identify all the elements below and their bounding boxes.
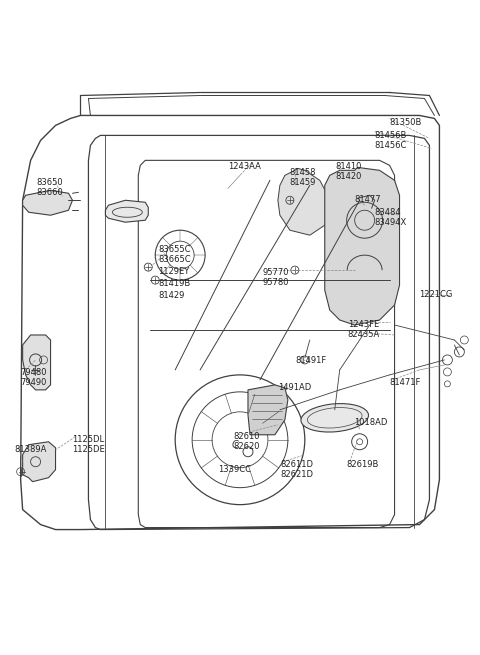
Text: 1243AA: 1243AA	[228, 162, 261, 172]
Text: 1221CG: 1221CG	[420, 290, 453, 299]
Text: 82619B: 82619B	[347, 460, 379, 469]
Text: 79480: 79480	[21, 368, 47, 377]
Polygon shape	[278, 168, 330, 235]
Text: 83665C: 83665C	[158, 255, 191, 264]
Text: 1339CC: 1339CC	[218, 464, 251, 474]
Text: 82621D: 82621D	[280, 470, 313, 479]
Polygon shape	[106, 200, 148, 222]
Text: 81459: 81459	[290, 178, 316, 187]
Text: 81429: 81429	[158, 291, 185, 300]
Ellipse shape	[301, 403, 369, 432]
Text: 1125DE: 1125DE	[72, 445, 105, 454]
Text: 83494X: 83494X	[374, 218, 407, 227]
Polygon shape	[23, 335, 50, 390]
Text: 81458: 81458	[290, 168, 316, 178]
Text: 81420: 81420	[336, 172, 362, 181]
Text: 79490: 79490	[21, 378, 47, 387]
Text: 81350B: 81350B	[390, 119, 422, 128]
Text: 1243FE: 1243FE	[348, 320, 379, 329]
Polygon shape	[325, 167, 399, 325]
Polygon shape	[23, 191, 72, 215]
Text: 81456B: 81456B	[374, 132, 407, 140]
Text: 81477: 81477	[355, 195, 381, 204]
Text: 81410: 81410	[336, 162, 362, 172]
Text: 95780: 95780	[263, 278, 289, 287]
Text: 81456C: 81456C	[374, 141, 407, 151]
Polygon shape	[23, 441, 56, 481]
Polygon shape	[248, 385, 288, 435]
Text: 1018AD: 1018AD	[354, 418, 387, 427]
Text: 83660: 83660	[36, 188, 63, 197]
Text: 81471F: 81471F	[390, 378, 421, 387]
Text: 1129EY: 1129EY	[158, 267, 190, 276]
Text: 81419B: 81419B	[158, 279, 191, 288]
Text: 1491AD: 1491AD	[278, 383, 311, 392]
Text: 83655C: 83655C	[158, 245, 191, 254]
Text: 82620: 82620	[233, 441, 260, 451]
Text: 82610: 82610	[233, 432, 260, 441]
Text: 82611D: 82611D	[280, 460, 313, 469]
Text: 83484: 83484	[374, 208, 401, 217]
Text: 81491F: 81491F	[296, 356, 327, 365]
Text: 1125DL: 1125DL	[72, 435, 105, 444]
Text: 95770: 95770	[263, 268, 289, 277]
Text: 82435A: 82435A	[348, 330, 380, 339]
Text: 83650: 83650	[36, 178, 63, 187]
Text: C: C	[232, 440, 239, 450]
Text: 81389A: 81389A	[15, 445, 47, 454]
